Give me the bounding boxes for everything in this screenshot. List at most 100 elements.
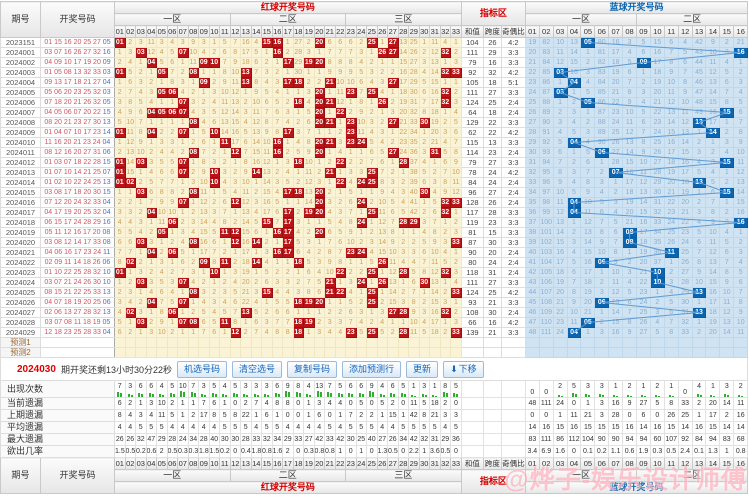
prediction-red-cell[interactable] bbox=[313, 337, 325, 348]
prediction-red-cell[interactable] bbox=[303, 337, 315, 348]
prediction-red-cell[interactable] bbox=[114, 337, 126, 348]
prediction-red-cell[interactable] bbox=[219, 337, 231, 348]
prediction-red-cell[interactable] bbox=[135, 337, 147, 348]
prediction-blue-cell[interactable] bbox=[552, 337, 568, 348]
prediction-red-cell[interactable] bbox=[408, 347, 420, 358]
prediction-red-cell[interactable] bbox=[439, 337, 451, 348]
prediction-red-cell[interactable] bbox=[166, 347, 178, 358]
prediction-red-cell[interactable] bbox=[345, 347, 357, 358]
prediction-blue-cell[interactable] bbox=[580, 347, 596, 358]
prediction-red-cell[interactable] bbox=[387, 337, 399, 348]
prediction-red-cell[interactable] bbox=[229, 337, 241, 348]
add-prediction-row-button[interactable]: 添加预测行 bbox=[342, 360, 402, 378]
prediction-red-cell[interactable] bbox=[271, 337, 283, 348]
prediction-red-cell[interactable] bbox=[408, 337, 420, 348]
prediction-red-cell[interactable] bbox=[324, 347, 336, 358]
prediction-red-cell[interactable] bbox=[145, 337, 157, 348]
prediction-blue-cell[interactable] bbox=[719, 337, 735, 348]
prediction-red-cell[interactable] bbox=[303, 347, 315, 358]
prediction-red-cell[interactable] bbox=[355, 347, 367, 358]
prediction-blue-cell[interactable] bbox=[705, 347, 721, 358]
prediction-blue-cell[interactable] bbox=[636, 337, 651, 348]
prediction-red-cell[interactable] bbox=[366, 337, 378, 348]
prediction-red-cell[interactable] bbox=[450, 337, 462, 348]
prediction-blue-cell[interactable] bbox=[705, 337, 721, 348]
prediction-blue-cell[interactable] bbox=[622, 337, 638, 348]
prediction-blue-cell[interactable] bbox=[538, 337, 554, 348]
prediction-blue-cell[interactable] bbox=[691, 347, 707, 358]
prediction-blue-cell[interactable] bbox=[552, 347, 568, 358]
prediction-red-cell[interactable] bbox=[250, 347, 262, 358]
prediction-blue-cell[interactable] bbox=[733, 337, 749, 348]
prediction-red-cell[interactable] bbox=[187, 347, 199, 358]
clear-selection-button[interactable]: 清空选号 bbox=[232, 360, 283, 378]
prediction-red-cell[interactable] bbox=[429, 337, 441, 348]
prediction-red-cell[interactable] bbox=[376, 337, 388, 348]
prediction-red-cell[interactable] bbox=[198, 347, 210, 358]
prediction-red-cell[interactable] bbox=[166, 337, 178, 348]
prediction-blue-cell[interactable] bbox=[608, 347, 624, 358]
random-select-button[interactable]: 机选号码 bbox=[176, 360, 227, 378]
prediction-red-cell[interactable] bbox=[376, 347, 388, 358]
prediction-red-cell[interactable] bbox=[355, 337, 367, 348]
prediction-red-cell[interactable] bbox=[187, 337, 199, 348]
prediction-red-cell[interactable] bbox=[397, 337, 409, 348]
update-button[interactable]: 更新 bbox=[406, 360, 439, 378]
prediction-red-cell[interactable] bbox=[334, 337, 346, 348]
prediction-red-cell[interactable] bbox=[418, 347, 430, 358]
prediction-red-cell[interactable] bbox=[135, 347, 147, 358]
prediction-blue-cell[interactable] bbox=[608, 337, 624, 348]
prediction-blue-cell[interactable] bbox=[594, 347, 610, 358]
prediction-blue-cell[interactable] bbox=[719, 347, 735, 358]
prediction-red-cell[interactable] bbox=[345, 337, 357, 348]
move-down-button[interactable]: ⬇下移 bbox=[443, 360, 484, 378]
prediction-red-cell[interactable] bbox=[429, 347, 441, 358]
prediction-red-cell[interactable] bbox=[124, 337, 136, 348]
prediction-blue-cell[interactable] bbox=[594, 337, 610, 348]
prediction-blue-cell[interactable] bbox=[538, 347, 554, 358]
prediction-red-cell[interactable] bbox=[261, 337, 273, 348]
prediction-blue-cell[interactable] bbox=[663, 337, 679, 348]
prediction-blue-cell[interactable] bbox=[580, 337, 596, 348]
prediction-blue-cell[interactable] bbox=[524, 337, 540, 348]
prediction-red-cell[interactable] bbox=[271, 347, 283, 358]
prediction-red-cell[interactable] bbox=[156, 337, 168, 348]
prediction-red-cell[interactable] bbox=[198, 337, 210, 348]
prediction-red-cell[interactable] bbox=[282, 337, 294, 348]
prediction-blue-cell[interactable] bbox=[663, 347, 679, 358]
prediction-red-cell[interactable] bbox=[208, 337, 220, 348]
prediction-red-cell[interactable] bbox=[124, 347, 136, 358]
prediction-red-cell[interactable] bbox=[292, 347, 304, 358]
prediction-red-cell[interactable] bbox=[145, 347, 157, 358]
prediction-red-cell[interactable] bbox=[240, 347, 252, 358]
prediction-blue-cell[interactable] bbox=[691, 337, 707, 348]
prediction-red-cell[interactable] bbox=[282, 347, 294, 358]
prediction-red-cell[interactable] bbox=[240, 337, 252, 348]
prediction-red-cell[interactable] bbox=[219, 347, 231, 358]
prediction-red-cell[interactable] bbox=[292, 337, 304, 348]
prediction-blue-cell[interactable] bbox=[733, 347, 749, 358]
prediction-blue-cell[interactable] bbox=[566, 337, 582, 348]
prediction-red-cell[interactable] bbox=[177, 347, 189, 358]
prediction-blue-cell[interactable] bbox=[677, 337, 693, 348]
prediction-red-cell[interactable] bbox=[114, 347, 126, 358]
prediction-red-cell[interactable] bbox=[313, 347, 325, 358]
prediction-red-cell[interactable] bbox=[324, 337, 336, 348]
prediction-blue-cell[interactable] bbox=[636, 347, 651, 358]
prediction-red-cell[interactable] bbox=[418, 337, 430, 348]
copy-numbers-button[interactable]: 复制号码 bbox=[287, 360, 338, 378]
prediction-blue-cell[interactable] bbox=[524, 347, 540, 358]
prediction-red-cell[interactable] bbox=[397, 347, 409, 358]
prediction-red-cell[interactable] bbox=[334, 347, 346, 358]
prediction-blue-cell[interactable] bbox=[649, 337, 665, 348]
prediction-red-cell[interactable] bbox=[450, 347, 462, 358]
prediction-red-cell[interactable] bbox=[439, 347, 451, 358]
prediction-blue-cell[interactable] bbox=[566, 347, 582, 358]
prediction-blue-cell[interactable] bbox=[677, 347, 693, 358]
prediction-red-cell[interactable] bbox=[177, 337, 189, 348]
prediction-red-cell[interactable] bbox=[229, 347, 241, 358]
prediction-red-cell[interactable] bbox=[250, 337, 262, 348]
prediction-red-cell[interactable] bbox=[156, 347, 168, 358]
prediction-blue-cell[interactable] bbox=[649, 347, 665, 358]
prediction-blue-cell[interactable] bbox=[622, 347, 638, 358]
